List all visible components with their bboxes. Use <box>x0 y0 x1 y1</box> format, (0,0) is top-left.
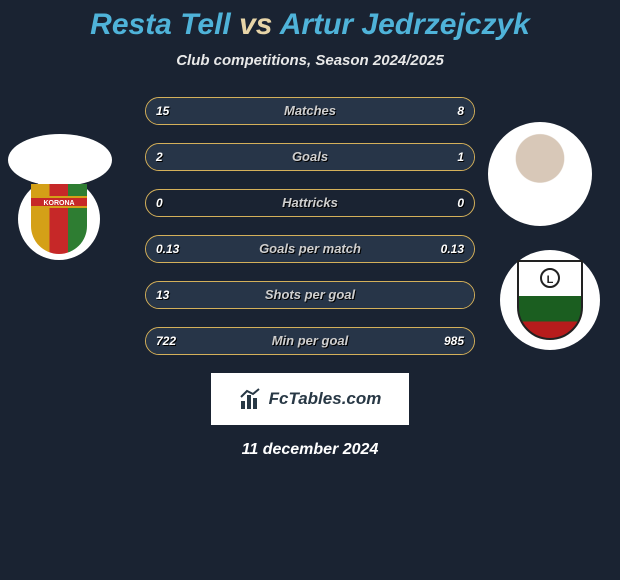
stat-row: 722Min per goal985 <box>145 327 475 355</box>
club-right-initial: L <box>540 268 560 288</box>
player2-name: Artur Jedrzejczyk <box>280 8 530 41</box>
comparison-title: Resta Tell vs Artur Jedrzejczyk <box>0 8 620 42</box>
date-label: 11 december 2024 <box>0 441 620 459</box>
stat-label: Goals <box>146 144 474 170</box>
stat-value-right: 0 <box>457 190 464 216</box>
player1-name: Resta Tell <box>90 8 231 41</box>
stat-value-right: 0.13 <box>441 236 464 262</box>
subtitle: Club competitions, Season 2024/2025 <box>0 52 620 69</box>
stat-label: Matches <box>146 98 474 124</box>
stat-label: Goals per match <box>146 236 474 262</box>
player2-club-badge: L <box>500 250 600 350</box>
stat-row: 15Matches8 <box>145 97 475 125</box>
player1-club-badge: KORONA <box>18 178 100 260</box>
player2-avatar <box>488 122 592 226</box>
stat-row: 13Shots per goal <box>145 281 475 309</box>
fctables-logo[interactable]: FcTables.com <box>211 373 409 425</box>
stat-label: Hattricks <box>146 190 474 216</box>
stat-row: 2Goals1 <box>145 143 475 171</box>
logo-text: FcTables.com <box>269 389 382 409</box>
stat-label: Shots per goal <box>146 282 474 308</box>
stat-value-right: 8 <box>457 98 464 124</box>
stats-container: 15Matches8 2Goals1 0Hattricks0 0.13Goals pe… <box>145 97 475 355</box>
stat-row: 0Hattricks0 <box>145 189 475 217</box>
chart-icon <box>239 387 263 411</box>
vs-text: vs <box>239 8 272 41</box>
stat-value-right: 1 <box>457 144 464 170</box>
club-left-name: KORONA <box>31 196 87 208</box>
stat-value-right: 985 <box>444 328 464 354</box>
stat-row: 0.13Goals per match0.13 <box>145 235 475 263</box>
stat-label: Min per goal <box>146 328 474 354</box>
